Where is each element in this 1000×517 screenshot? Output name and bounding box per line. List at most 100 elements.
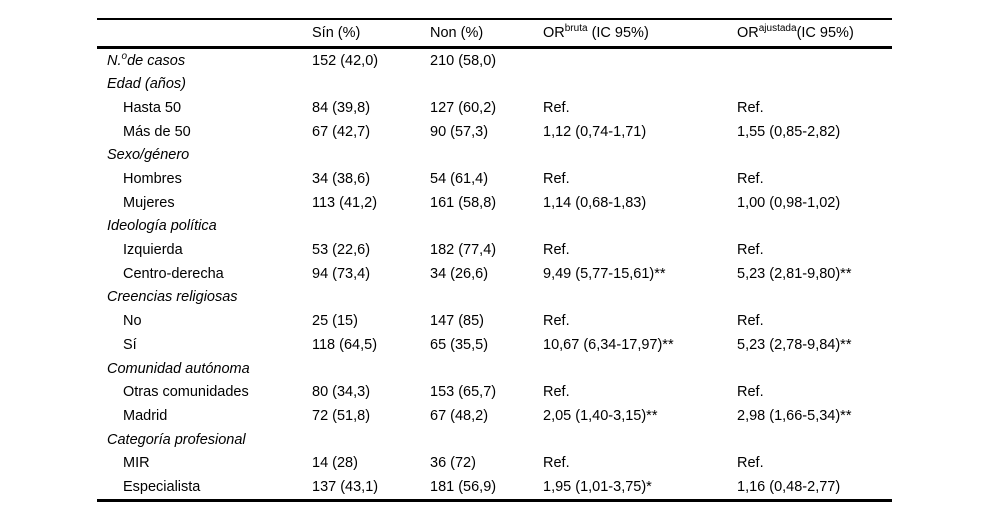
cell-or-bruta: Ref. [543, 99, 570, 116]
cell-or-bruta: 2,05 (1,40-3,15)** [543, 407, 658, 424]
cell-or-ajustada: Ref. [737, 99, 764, 116]
cell-non: 54 (61,4) [430, 171, 489, 188]
cell-non: 210 (58,0) [430, 52, 497, 69]
table-header-row: Sín (%) Non (%) ORbruta (IC 95%) ORajust… [97, 20, 892, 46]
cell-or-bruta: Ref. [543, 242, 570, 259]
or-ajustada-superscript: ajustada [758, 22, 797, 34]
cell-or-bruta: Ref. [543, 384, 570, 401]
row-label: Izquierda [123, 242, 183, 259]
cell-sin: 152 (42,0) [312, 52, 379, 69]
cell-sin: 94 (73,4) [312, 265, 371, 282]
cell-non: 90 (57,3) [430, 123, 489, 140]
row-label: Ideología política [107, 218, 217, 235]
table-top-rule [97, 18, 892, 20]
cell-sin: 80 (34,3) [312, 384, 371, 401]
cell-or-bruta: Ref. [543, 455, 570, 472]
table-row: Sexo/género [97, 144, 892, 168]
cell-or-ajustada: 2,98 (1,66-5,34)** [737, 407, 852, 424]
row-label: Comunidad autónoma [107, 360, 250, 377]
cell-sin: 53 (22,6) [312, 242, 371, 259]
table-row: Centro-derecha 94 (73,4) 34 (26,6) 9,49 (5,… [97, 262, 892, 286]
table-header-rule [97, 46, 892, 49]
table-row: Edad (años) [97, 73, 892, 97]
row-label: MIR [123, 455, 150, 472]
cell-or-ajustada: Ref. [737, 242, 764, 259]
cell-or-bruta: Ref. [543, 171, 570, 188]
table-row: Más de 50 67 (42,7) 90 (57,3) 1,12 (0,74-1,… [97, 120, 892, 144]
or-bruta-base: OR [543, 24, 565, 41]
cell-non: 182 (77,4) [430, 242, 497, 259]
cell-or-ajustada: 5,23 (2,81-9,80)** [737, 265, 852, 282]
table-body: N.ode casos 152 (42,0) 210 (58,0) Edad (año… [97, 49, 892, 499]
cell-non: 34 (26,6) [430, 265, 489, 282]
header-or-bruta-column: ORbruta (IC 95%) [543, 22, 737, 41]
row-label: Edad (años) [107, 76, 186, 93]
cell-non: 161 (58,8) [430, 194, 497, 211]
cell-or-bruta: 1,95 (1,01-3,75)* [543, 478, 652, 495]
row-label: Mujeres [123, 194, 175, 211]
cell-non: 127 (60,2) [430, 99, 497, 116]
table-row: Especialista 137 (43,1) 181 (56,9) 1,95 (1,… [97, 475, 892, 499]
cell-or-bruta: 1,12 (0,74-1,71) [543, 123, 647, 140]
table-row: Ideología política [97, 215, 892, 239]
table-row: N.ode casos 152 (42,0) 210 (58,0) [97, 49, 892, 73]
row-label: Hombres [123, 171, 182, 188]
table-row: Comunidad autónoma [97, 357, 892, 381]
cell-or-ajustada: Ref. [737, 171, 764, 188]
or-bruta-rest: (IC 95%) [587, 24, 649, 41]
statistics-table: Sín (%) Non (%) ORbruta (IC 95%) ORajust… [97, 18, 892, 502]
cell-or-bruta: 10,67 (6,34-17,97)** [543, 336, 674, 353]
row-label: Centro-derecha [123, 265, 224, 282]
cell-or-ajustada: 5,23 (2,78-9,84)** [737, 336, 852, 353]
cell-sin: 14 (28) [312, 455, 358, 472]
cell-non: 147 (85) [430, 313, 485, 330]
row-label: Creencias religiosas [107, 289, 238, 306]
header-or-ajustada-column: ORajustada(IC 95%) [737, 22, 892, 41]
cell-or-bruta: Ref. [543, 313, 570, 330]
cell-or-ajustada: 1,00 (0,98-1,02) [737, 194, 841, 211]
cell-or-bruta: 1,14 (0,68-1,83) [543, 194, 647, 211]
or-ajustada-rest: (IC 95%) [796, 24, 854, 41]
table-row: Mujeres 113 (41,2) 161 (58,8) 1,14 (0,68-1,… [97, 191, 892, 215]
cell-or-bruta: 9,49 (5,77-15,61)** [543, 265, 666, 282]
cell-sin: 72 (51,8) [312, 407, 371, 424]
cell-sin: 113 (41,2) [312, 194, 378, 211]
row-label: Sexo/género [107, 147, 190, 164]
cell-or-ajustada: Ref. [737, 384, 764, 401]
row-label: N.ode casos [107, 50, 186, 69]
table-row: Hasta 50 84 (39,8) 127 (60,2) Ref. Ref. [97, 96, 892, 120]
cell-or-ajustada: Ref. [737, 313, 764, 330]
cell-or-ajustada: 1,55 (0,85-2,82) [737, 123, 841, 140]
table-row: MIR 14 (28) 36 (72) Ref. Ref. [97, 452, 892, 476]
or-bruta-superscript: bruta [564, 22, 588, 34]
table-row: Izquierda 53 (22,6) 182 (77,4) Ref. Ref. [97, 239, 892, 263]
row-label: Especialista [123, 478, 201, 495]
cell-sin: 137 (43,1) [312, 478, 379, 495]
table-row: Creencias religiosas [97, 286, 892, 310]
header-non-column: Non (%) [430, 24, 484, 41]
cell-non: 67 (48,2) [430, 407, 489, 424]
table-row: Otras comunidades 80 (34,3) 153 (65,7) Ref.… [97, 381, 892, 405]
row-label: Madrid [123, 407, 168, 424]
table-bottom-rule [97, 499, 892, 502]
table-row: Madrid 72 (51,8) 67 (48,2) 2,05 (1,40-3,15)… [97, 404, 892, 428]
table-row: Categoría profesional [97, 428, 892, 452]
cell-non: 181 (56,9) [430, 478, 497, 495]
cell-sin: 118 (64,5) [312, 336, 378, 353]
cell-sin: 34 (38,6) [312, 171, 371, 188]
row-label: Categoría profesional [107, 431, 246, 448]
cell-non: 36 (72) [430, 455, 476, 472]
table-row: No 25 (15) 147 (85) Ref. Ref. [97, 310, 892, 334]
header-sin-column: Sín (%) [312, 24, 361, 41]
row-label: No [123, 313, 142, 330]
cell-sin: 84 (39,8) [312, 99, 371, 116]
cell-non: 153 (65,7) [430, 384, 497, 401]
row-label: Otras comunidades [123, 384, 249, 401]
cell-or-ajustada: 1,16 (0,48-2,77) [737, 478, 841, 495]
or-ajustada-base: OR [737, 24, 759, 41]
cell-sin: 25 (15) [312, 313, 358, 330]
row-label: Hasta 50 [123, 99, 182, 116]
row-label: Sí [123, 336, 137, 353]
row-label: Más de 50 [123, 123, 191, 140]
